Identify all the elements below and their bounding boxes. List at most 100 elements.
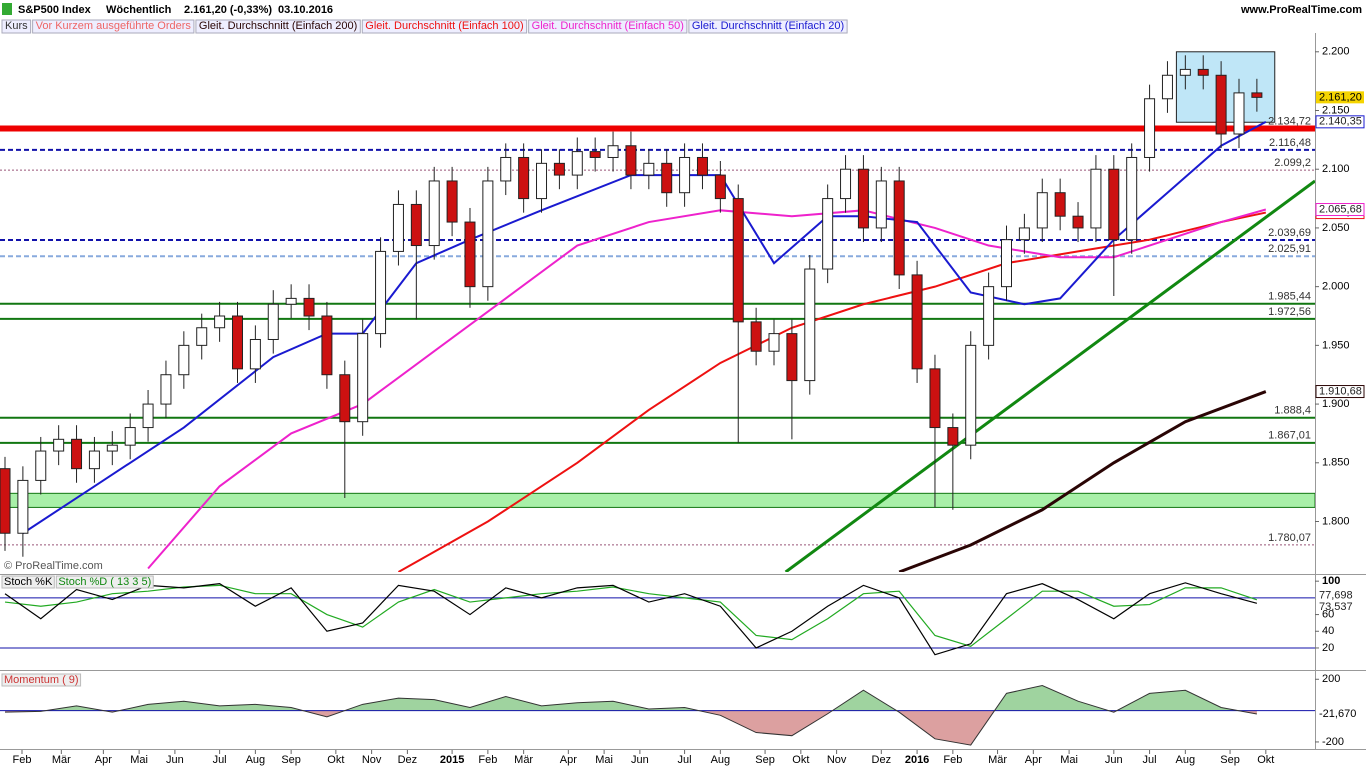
level-label: 1.985,44 [1268,291,1311,303]
symbol: S&P500 Index [18,4,92,16]
y-tick-label: 1.900 [1322,398,1350,410]
candle-body [339,374,351,423]
candle-body [840,168,852,200]
candle-body [178,344,190,376]
candle-body [518,156,530,200]
price-badge-label: 2.161,20 [1319,91,1362,103]
legend-box [528,19,688,34]
date: 03.10.2016 [278,4,333,16]
value-badge-label: 2.140,35 [1319,116,1362,128]
legend-tab: Gleit. Durchschnitt (Einfach 50) [528,19,688,34]
level-label: 2.099,2 [1274,157,1311,169]
y-tick-label: 2.050 [1322,222,1350,234]
candle-body [321,315,333,376]
momentum-area-negative [5,710,1257,746]
value-badge-label: 1.910,68 [1319,385,1362,397]
series-line [4,685,1257,746]
legend-tab: Kurs [1,19,32,34]
value-label: -21,670 [1319,708,1356,720]
x-tick-label: Jul [1143,754,1157,766]
y-tick-label: 20 [1322,642,1334,654]
candle-body [53,438,65,452]
candle-body [536,162,548,200]
candle-body [142,403,154,429]
legend-tab: Gleit. Durchschnitt (Einfach 200) [195,19,361,34]
candle-body [1126,156,1138,241]
candle-body [1197,68,1209,76]
legend-box [688,19,848,34]
candle-body [1072,215,1084,229]
candle-body [1233,92,1245,135]
candle-body [214,315,226,329]
legend-tab: Vor Kurzem ausgeführte Orders [32,19,195,34]
x-tick-label: Feb [478,754,497,766]
candle-body [392,203,404,252]
level-label: 2.134,72 [1268,115,1311,127]
candle-body [357,333,369,423]
candle-body [768,333,780,352]
y-tick-label: 100 [1322,575,1340,587]
candle-body [1090,168,1102,229]
momentum-area-positive [5,685,1257,711]
candle-body [303,297,315,317]
legend-label: Momentum ( 9) [4,674,79,686]
candle-body [571,151,583,176]
legend-box [1,19,32,34]
level-label: 2.025,91 [1268,243,1311,255]
value-label: 77,698 [1319,590,1353,602]
legend-box [1,673,82,687]
candle-body [1036,192,1048,229]
candle-body [929,368,941,429]
candle-body [1161,74,1173,100]
legend-label: Gleit. Durchschnitt (Einfach 20) [692,20,844,32]
candle-body [267,303,279,340]
candle-body [875,180,887,229]
candle-body [1179,68,1191,76]
candle-body [428,180,440,247]
legend-label: Stoch %K [4,576,53,588]
y-tick-label: 1.950 [1322,339,1350,351]
legend-label: Gleit. Durchschnitt (Einfach 50) [532,20,684,32]
series-line [147,208,1267,570]
x-tick-label: Aug [711,754,731,766]
candle-body [285,297,297,305]
level-label: 1.780,07 [1268,532,1311,544]
x-tick-label: Aug [246,754,266,766]
candle-body [17,479,29,534]
y-tick-label: 2.200 [1322,46,1350,58]
x-tick-label: 2015 [440,754,464,766]
x-tick-label: Okt [1257,754,1274,766]
y-tick-label: 2.000 [1322,281,1350,293]
candle-body [106,444,118,452]
y-tick-label: 60 [1322,608,1334,620]
legend-box [55,575,154,589]
legend-tab: Gleit. Durchschnitt (Einfach 100) [361,19,528,34]
candle-body [35,450,47,481]
x-tick-label: Apr [1025,754,1042,766]
candle-body [410,203,422,247]
x-tick-label: Aug [1176,754,1196,766]
price-badge [1316,91,1364,104]
level-label: 1.972,56 [1268,306,1311,318]
candle-body [553,162,565,176]
candle-body [804,268,816,382]
candle-body [1215,74,1227,135]
value-badge-label: 2.065,68 [1319,203,1362,215]
y-tick-label: -200 [1322,736,1344,748]
candle-body [661,162,673,194]
x-tick-label: Jul [678,754,692,766]
candle-body [643,162,655,176]
x-tick-label: Nov [827,754,847,766]
y-tick-label: 1.850 [1322,457,1350,469]
candle-body [196,327,208,346]
candle-body [482,180,494,288]
candle-body [786,333,798,382]
x-tick-label: Okt [792,754,809,766]
candle-body [1054,192,1066,217]
app-icon [2,3,12,15]
candle-body [1018,227,1030,241]
candle-body [1001,239,1013,288]
candle-body [1144,98,1156,158]
x-tick-label: Mai [595,754,613,766]
